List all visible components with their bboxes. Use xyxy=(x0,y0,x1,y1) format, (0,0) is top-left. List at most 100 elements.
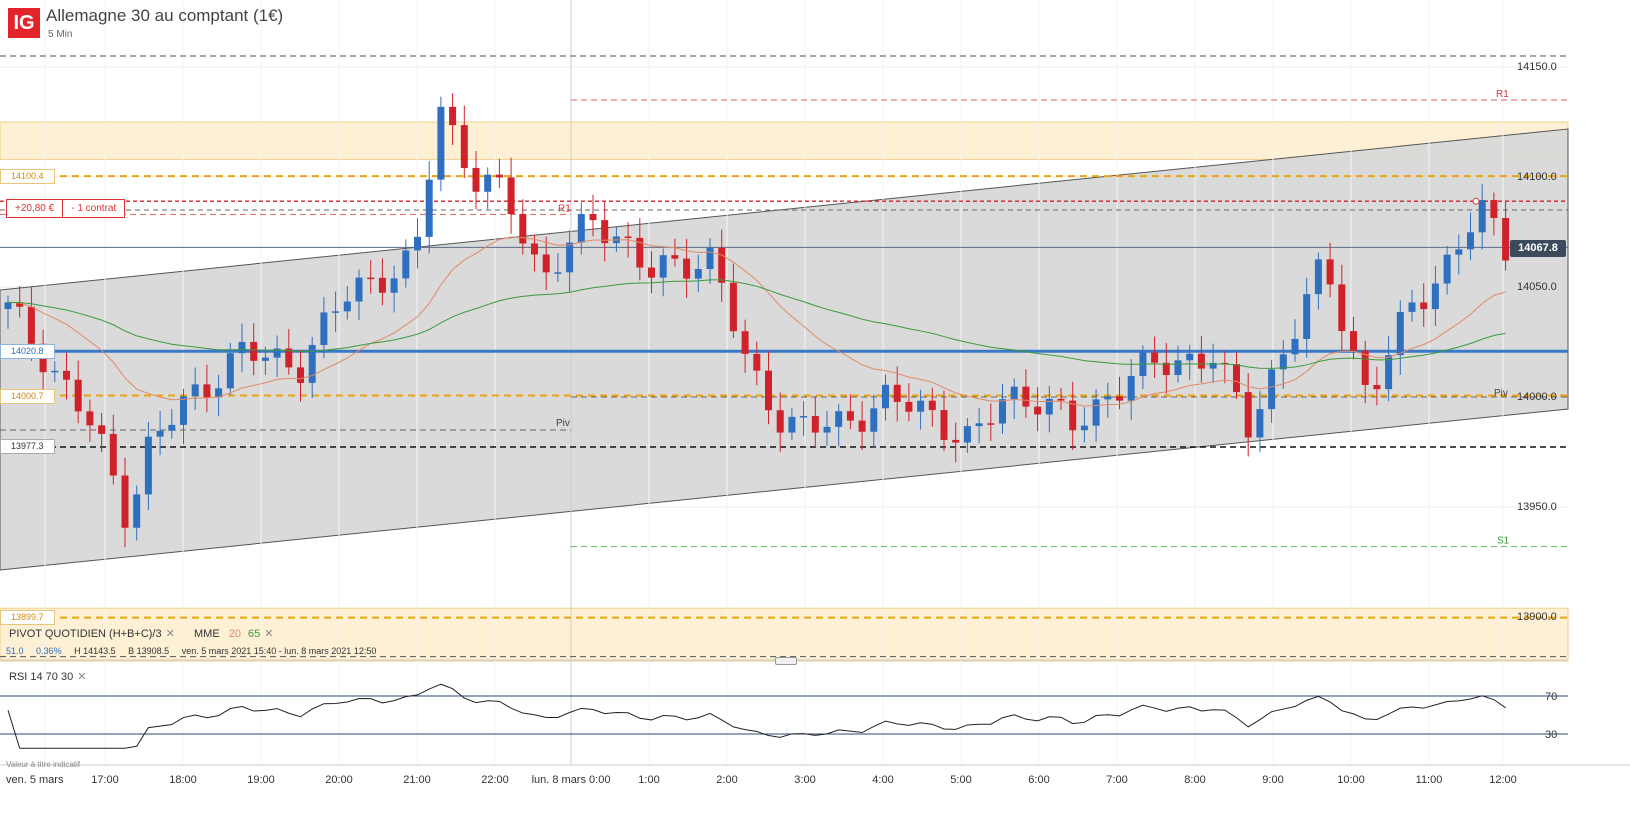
disclaimer: Valeur à titre indicatif xyxy=(6,760,81,769)
mme-indicator-label[interactable]: MME 20 65 ✕ xyxy=(194,627,274,640)
close-icon[interactable]: ✕ xyxy=(77,671,87,683)
piv-label: Piv xyxy=(556,418,570,429)
candle xyxy=(1279,354,1287,370)
candle xyxy=(343,301,351,312)
candle xyxy=(917,400,925,412)
candle xyxy=(1431,283,1439,310)
level-tag[interactable]: 14000.7 xyxy=(0,389,55,404)
position-tag[interactable]: +20,80 € - 1 contrat xyxy=(6,199,126,218)
candle xyxy=(1186,353,1194,361)
candle xyxy=(1385,355,1393,390)
candle xyxy=(51,370,59,373)
candle xyxy=(168,424,176,431)
candle xyxy=(706,247,714,269)
candle xyxy=(694,268,702,279)
candle xyxy=(1338,284,1346,332)
time-axis-label: 18:00 xyxy=(169,774,197,786)
candle xyxy=(718,247,726,283)
candle xyxy=(788,416,796,433)
candle xyxy=(332,311,340,313)
candle xyxy=(601,220,609,244)
candle xyxy=(1303,294,1311,339)
candle xyxy=(928,400,936,411)
candle xyxy=(1080,425,1088,431)
candle xyxy=(460,125,468,168)
candle xyxy=(589,214,597,221)
candle xyxy=(355,277,363,302)
candle xyxy=(4,302,12,309)
candle xyxy=(531,243,538,255)
level-tag[interactable]: 14020.8 xyxy=(0,344,55,359)
candle xyxy=(27,306,35,344)
rsi-indicator-label[interactable]: RSI 14 70 30 ✕ xyxy=(9,670,86,683)
level-tag[interactable]: 14100.4 xyxy=(0,169,55,184)
rsi-line xyxy=(7,683,1506,749)
rsi-axis-label: 30 xyxy=(1545,729,1558,741)
candle xyxy=(753,353,761,371)
candle xyxy=(1373,384,1381,390)
candle xyxy=(1502,217,1510,261)
candle xyxy=(846,411,854,421)
candle xyxy=(215,388,223,398)
candle xyxy=(729,282,737,332)
current-price-badge: 14067.8 xyxy=(1510,240,1566,257)
price-axis-label: 13900.0 xyxy=(1517,611,1557,623)
position-pnl: +20,80 € xyxy=(15,203,55,214)
candle xyxy=(402,250,410,279)
candle xyxy=(414,236,421,251)
candle xyxy=(1420,302,1428,310)
candle xyxy=(226,353,234,389)
time-axis-label: 21:00 xyxy=(403,774,431,786)
candle xyxy=(577,214,585,243)
candle xyxy=(1104,396,1112,400)
rsi-name: RSI 14 70 30 xyxy=(9,671,74,683)
candle xyxy=(1034,406,1042,415)
time-axis-label: 9:00 xyxy=(1262,774,1283,786)
candle xyxy=(1174,360,1182,376)
candle xyxy=(1467,232,1474,250)
time-axis-label: 2:00 xyxy=(716,774,737,786)
candle xyxy=(1350,331,1357,351)
candle xyxy=(133,494,141,528)
candle xyxy=(1361,350,1369,385)
mme-name: MME xyxy=(194,628,220,640)
candle xyxy=(144,436,152,495)
close-icon[interactable]: ✕ xyxy=(264,628,274,640)
mme-fast-period: 20 xyxy=(228,628,241,640)
candle xyxy=(1045,398,1053,415)
pane-resize-handle[interactable] xyxy=(775,657,797,665)
time-axis-label: 8:00 xyxy=(1184,774,1205,786)
r1-label: R1 xyxy=(558,203,571,214)
candle xyxy=(823,426,831,433)
time-axis-label: 10:00 xyxy=(1337,774,1365,786)
candle xyxy=(320,312,328,345)
time-axis-label: 22:00 xyxy=(481,774,509,786)
level-tag[interactable]: 13977.3 xyxy=(0,439,55,454)
time-axis-label: 4:00 xyxy=(872,774,893,786)
candle xyxy=(484,174,492,192)
candle xyxy=(1408,302,1416,312)
candle xyxy=(1314,259,1322,295)
candle xyxy=(975,423,983,427)
candle xyxy=(1069,400,1077,431)
candle xyxy=(238,341,246,354)
candle xyxy=(1022,386,1030,407)
candle xyxy=(765,370,772,411)
candle xyxy=(811,415,819,433)
position-size: - 1 contrat xyxy=(71,203,117,214)
pivot-indicator-label[interactable]: PIVOT QUOTIDIEN (H+B+C)/3 ✕ xyxy=(9,627,175,640)
time-axis-label: 19:00 xyxy=(247,774,275,786)
candle xyxy=(648,267,655,278)
pivot-name: PIVOT QUOTIDIEN (H+B+C)/3 xyxy=(9,628,162,640)
candle xyxy=(858,420,866,432)
close-icon[interactable]: ✕ xyxy=(165,628,175,640)
candle xyxy=(449,106,457,126)
candle xyxy=(1209,362,1217,369)
candle xyxy=(999,399,1006,424)
candle xyxy=(63,370,70,380)
candle xyxy=(683,258,691,279)
level-tag[interactable]: 13899.7 xyxy=(0,610,55,625)
timeframe-label[interactable]: 5 Min xyxy=(48,29,73,40)
candle xyxy=(1396,311,1404,356)
